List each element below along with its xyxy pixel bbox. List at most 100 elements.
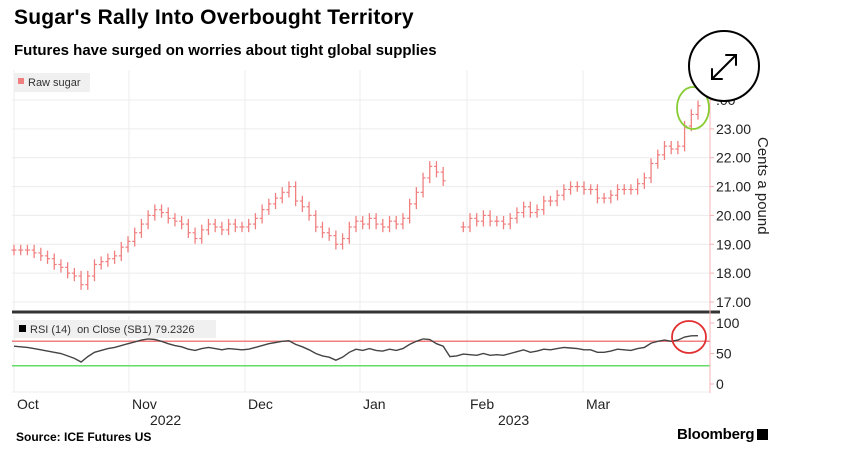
price-bar: [179, 216, 185, 230]
price-bar: [159, 204, 165, 218]
rsi-y-tick-label: 0: [716, 376, 724, 392]
price-bar: [474, 213, 480, 227]
price-y-tick-label: 23.00: [716, 121, 751, 137]
price-bar: [98, 256, 104, 270]
price-bar: [427, 161, 433, 184]
price-bar: [11, 244, 17, 256]
price-bar: [420, 172, 426, 198]
price-bar: [319, 221, 325, 238]
price-bar: [51, 253, 57, 270]
price-bar: [18, 244, 24, 256]
price-bar: [91, 259, 97, 282]
price-bar: [105, 253, 111, 267]
price-bar: [547, 195, 553, 207]
price-bar: [574, 181, 580, 192]
price-bar: [400, 213, 406, 230]
price-y-tick-label: 20.00: [716, 207, 751, 223]
x-tick-label: Mar: [586, 396, 610, 412]
x-axis-ticks: Oct Nov Dec Jan Feb Mar 2022 2023: [17, 396, 610, 428]
rsi-legend-swatch: [19, 325, 26, 332]
brand-name: Bloomberg: [677, 426, 755, 443]
price-bar: [615, 184, 621, 201]
price-bar: [688, 109, 694, 132]
price-bar: [165, 207, 171, 224]
price-bar: [273, 192, 279, 210]
price-bar: [594, 184, 600, 204]
rsi-y-tick-label: 50: [716, 346, 732, 362]
x-tick-label: Oct: [17, 396, 39, 412]
price-bar: [78, 270, 84, 290]
price-bar: [232, 218, 238, 233]
y-axis-ticks: 17.0018.0019.0020.0021.0022.0023.00.0005…: [710, 92, 751, 392]
price-bar: [31, 244, 37, 259]
price-bar: [534, 204, 540, 218]
price-y-tick-label: 21.00: [716, 179, 751, 195]
price-bar: [132, 227, 138, 247]
price-bar: [246, 218, 252, 233]
price-bar: [333, 230, 339, 250]
price-bar: [568, 181, 574, 195]
y-axis-title: Cents a pound: [754, 137, 771, 235]
price-bar: [226, 218, 232, 236]
price-bar: [293, 181, 299, 207]
x-tick-label: Jan: [363, 396, 386, 412]
price-bar: [541, 195, 547, 215]
price-bar: [387, 216, 393, 233]
price-bar: [501, 216, 507, 230]
price-bar: [279, 187, 285, 204]
price-bar: [380, 218, 386, 233]
price-bar: [360, 216, 366, 230]
price-bar: [145, 210, 151, 230]
price-bar: [219, 221, 225, 236]
price-bar: [554, 190, 560, 207]
price-bar: [266, 198, 272, 215]
price-bar: [661, 140, 667, 161]
price-bar: [440, 166, 446, 186]
rsi-line: [13, 335, 699, 363]
price-bar: [199, 224, 205, 244]
price-bar: [561, 184, 567, 201]
price-bar: [259, 204, 265, 224]
price-bar: [393, 216, 399, 230]
price-bar: [65, 262, 71, 279]
price-bar: [527, 201, 533, 218]
price-bar: [185, 218, 191, 238]
price-bar: [407, 198, 413, 224]
chart-subtitle: Futures have surged on worries about tig…: [14, 42, 437, 59]
price-y-tick-label: 18.00: [716, 265, 751, 281]
price-bar: [306, 201, 312, 221]
price-bar: [373, 213, 379, 230]
x-tick-label: Nov: [132, 396, 157, 412]
price-bar: [172, 213, 178, 227]
price-legend-swatch: [18, 78, 24, 84]
price-bar: [58, 259, 64, 273]
price-bar: [521, 201, 527, 218]
price-bar: [252, 213, 258, 230]
expand-button[interactable]: [688, 30, 760, 102]
price-bar: [487, 210, 493, 227]
price-bar: [588, 184, 594, 195]
price-bar: [655, 149, 661, 169]
price-bar: [125, 236, 131, 253]
expand-arrows-icon: [711, 54, 737, 80]
price-bar: [514, 207, 520, 224]
price-y-tick-label: 22.00: [716, 150, 751, 166]
rsi-reference-lines: [12, 340, 710, 367]
price-y-tick-label: 17.00: [716, 294, 751, 310]
price-bar: [433, 161, 439, 178]
price-bar: [212, 218, 218, 233]
price-bar: [695, 100, 701, 120]
price-bar: [138, 218, 144, 238]
rsi-legend-label: RSI (14) on Close (SB1) 79.2326: [30, 324, 194, 336]
price-bar: [480, 210, 486, 227]
price-y-tick-label: 19.00: [716, 236, 751, 252]
price-legend-label: Raw sugar: [28, 77, 81, 89]
price-bar: [152, 204, 158, 221]
price-bar: [71, 267, 77, 282]
price-bar: [366, 213, 372, 230]
price-bar: [326, 227, 332, 241]
price-bar: [286, 181, 292, 198]
overbought-price-highlight: [676, 86, 710, 130]
price-bar: [346, 221, 352, 244]
